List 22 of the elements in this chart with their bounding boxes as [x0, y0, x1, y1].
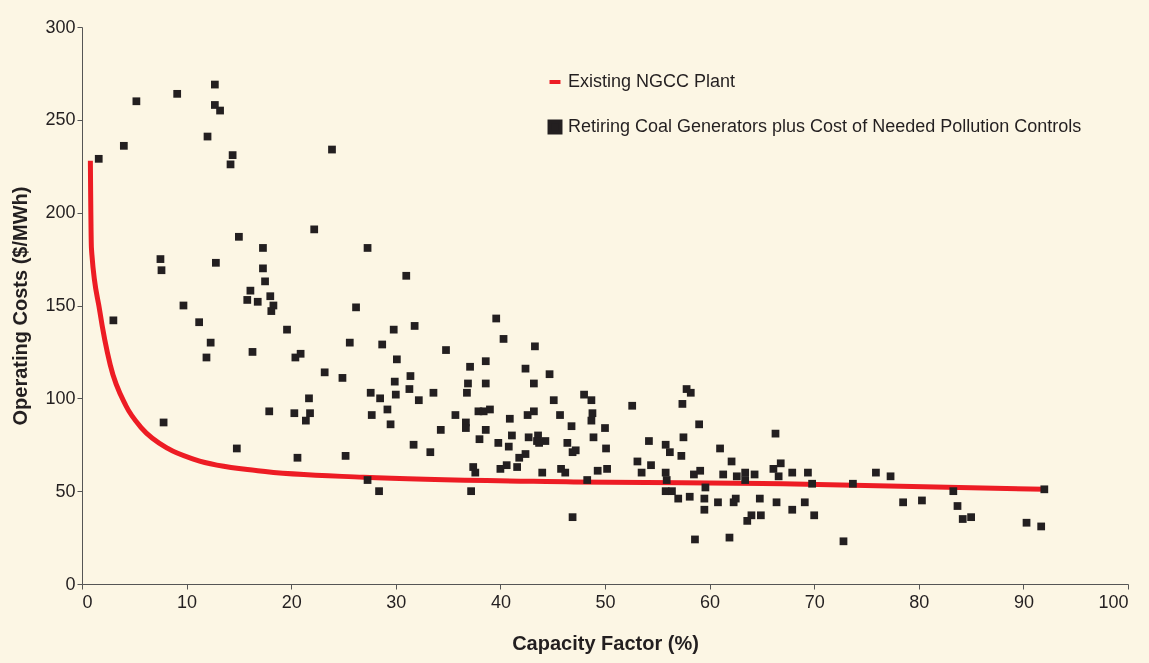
x-tick-label: 60: [700, 591, 721, 612]
x-tick-label: 0: [82, 591, 93, 612]
y-tick-label: 300: [45, 16, 76, 37]
legend-label: Existing NGCC Plant: [568, 71, 736, 91]
y-tick-label: 50: [55, 480, 76, 501]
x-tick-label: 40: [490, 591, 511, 612]
y-tick-label: 0: [65, 573, 76, 594]
y-axis-title: Operating Costs ($/MWh): [9, 186, 32, 426]
y-tick-label: 200: [45, 202, 76, 223]
x-tick-label: 100: [1098, 591, 1129, 612]
y-tick-label: 100: [45, 387, 76, 408]
x-tick-label: 50: [595, 591, 616, 612]
y-tick-label: 250: [45, 109, 76, 130]
x-axis-title: Capacity Factor (%): [512, 631, 699, 654]
x-tick-label: 10: [177, 591, 198, 612]
x-tick-label: 30: [386, 591, 407, 612]
x-tick-label: 80: [909, 591, 930, 612]
legend-label: Retiring Coal Generators plus Cost of Needed Pollution Controls: [568, 116, 1082, 136]
y-tick-label: 150: [45, 295, 76, 315]
x-tick-label: 70: [804, 591, 825, 612]
x-tick-label: 90: [1013, 591, 1034, 612]
x-tick-label: 20: [281, 591, 302, 612]
